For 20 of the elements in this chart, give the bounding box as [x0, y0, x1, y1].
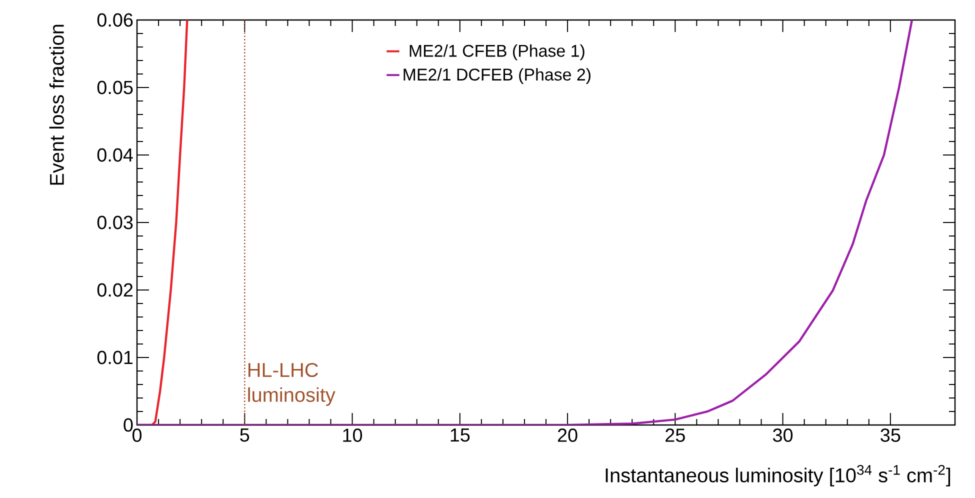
y-tick-label: 0.05 [97, 80, 133, 94]
x-tick-label: 15 [450, 428, 470, 442]
y-tick-label: 0.04 [97, 148, 133, 162]
legend-label: ME2/1 CFEB (Phase 1) [410, 44, 584, 60]
x-tick-label: 20 [558, 428, 578, 442]
y-axis-title: Event loss fraction [49, 24, 64, 185]
x-tick-label: 10 [343, 428, 362, 442]
x-axis-title: Instantaneous luminosity [10$^{34}$ s$^{-1}$ cm$^{-2}$] [606, 464, 950, 486]
x-tick-label: 0 [132, 428, 142, 442]
y-tick-label: 0.01 [97, 350, 133, 364]
y-tick-label: 0.06 [97, 13, 133, 27]
y-tick-label: 0.02 [97, 283, 133, 297]
x-tick-label: 35 [880, 428, 900, 442]
x-tick-label: 5 [240, 428, 250, 442]
y-tick-label: 0.03 [97, 216, 133, 230]
y-tick-label: 0 [124, 418, 133, 432]
ref-line-label: HL-LHC luminosity [248, 362, 336, 406]
x-tick-label: 30 [772, 428, 793, 442]
x-tick-label: 25 [666, 428, 685, 442]
legend-label: ME2/1 DCFEB (Phase 2) [404, 68, 590, 84]
